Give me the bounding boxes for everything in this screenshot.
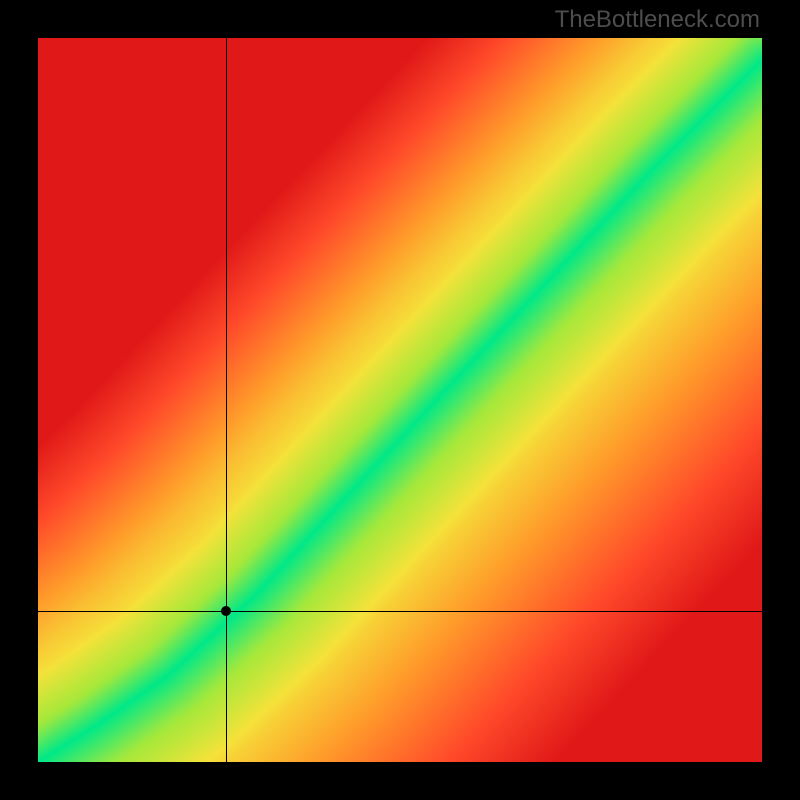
bottleneck-heatmap [38,38,762,762]
watermark-text: TheBottleneck.com [555,6,760,34]
plot-area [38,38,762,762]
crosshair-horizontal-line [38,611,762,612]
selection-marker-dot [221,606,231,616]
crosshair-vertical-line [226,38,227,762]
